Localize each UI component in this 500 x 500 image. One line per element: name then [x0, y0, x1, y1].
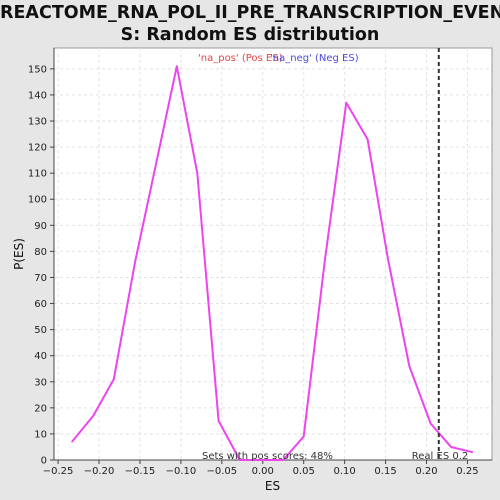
data-point	[471, 451, 474, 453]
pos-scores-annotation: Sets with pos scores: 48%	[202, 451, 333, 462]
axes: 0 10 20 30 40 50 60 70 80 90 100 110 120 130 140 150 −0.…	[28, 48, 492, 477]
x-tick-label: −0.05	[207, 466, 238, 477]
y-axis-label: P(ES)	[12, 238, 26, 270]
data-point	[134, 261, 136, 263]
x-tick-label: 0.10	[334, 466, 356, 477]
chart-title-line-1: REACTOME_RNA_POL_II_PRE_TRANSCRIPTION_EV…	[0, 3, 500, 23]
data-point	[196, 172, 199, 174]
y-tick-label: 50	[34, 325, 47, 336]
chart-text: ES P(ES) 'na_pos' (Pos ES)'na_neg' (Neg ES…	[12, 53, 359, 493]
data-point	[366, 138, 369, 141]
y-tick-label: 110	[28, 169, 47, 180]
series	[71, 65, 474, 461]
real-es-label: Real ES 0.2	[412, 451, 468, 462]
y-tick-label: 10	[34, 429, 47, 440]
y-tick-label: 60	[34, 299, 47, 310]
y-tick-label: 40	[34, 351, 47, 362]
y-tick-label: 30	[34, 377, 47, 388]
y-tick-label: 70	[34, 273, 47, 284]
y-tick-label: 100	[28, 195, 47, 206]
real-es-marker: Real ES 0.2	[412, 48, 468, 462]
x-axis-label: ES	[265, 479, 280, 493]
y-tick-label: 20	[34, 403, 47, 414]
x-tick-label: −0.15	[125, 466, 156, 477]
data-point	[408, 365, 411, 367]
data-point	[71, 440, 73, 443]
x-tick-label: −0.25	[43, 466, 74, 477]
x-tick-label: 0.05	[293, 466, 315, 477]
data-point	[282, 459, 285, 461]
y-tick-label: 140	[28, 90, 47, 101]
y-tick-label: 0	[41, 456, 47, 467]
x-tick-label: −0.10	[166, 466, 197, 477]
y-tick-label: 80	[34, 247, 47, 258]
data-point	[239, 459, 241, 461]
y-tick-label: 150	[28, 64, 47, 75]
data-point	[261, 459, 264, 461]
data-point	[155, 161, 158, 164]
data-point	[450, 446, 452, 448]
x-tick-label: 0.00	[252, 466, 274, 477]
data-point	[112, 378, 115, 380]
data-point	[92, 414, 95, 417]
data-point	[345, 101, 348, 104]
x-tick-label: 0.20	[415, 466, 437, 477]
chart-title-line-2: S: Random ES distribution	[120, 25, 380, 45]
x-tick-label: −0.20	[84, 466, 115, 477]
data-point	[429, 422, 432, 425]
legend-neg-label: 'na_neg' (Neg ES)	[270, 53, 359, 64]
data-point	[387, 258, 389, 261]
y-tick-label: 120	[28, 143, 47, 154]
data-point	[324, 258, 326, 261]
data-point	[217, 420, 220, 422]
data-point	[176, 65, 178, 68]
y-tick-label: 90	[34, 221, 47, 232]
x-tick-label: 0.25	[456, 466, 478, 477]
y-tick-label: 130	[28, 117, 47, 128]
es-distribution-line	[71, 65, 473, 461]
x-tick-label: 0.15	[374, 466, 396, 477]
chart-title: REACTOME_RNA_POL_II_PRE_TRANSCRIPTION_EV…	[0, 2, 500, 46]
legend-pos-label: 'na_pos' (Pos ES)	[198, 53, 283, 64]
data-point	[302, 435, 305, 438]
